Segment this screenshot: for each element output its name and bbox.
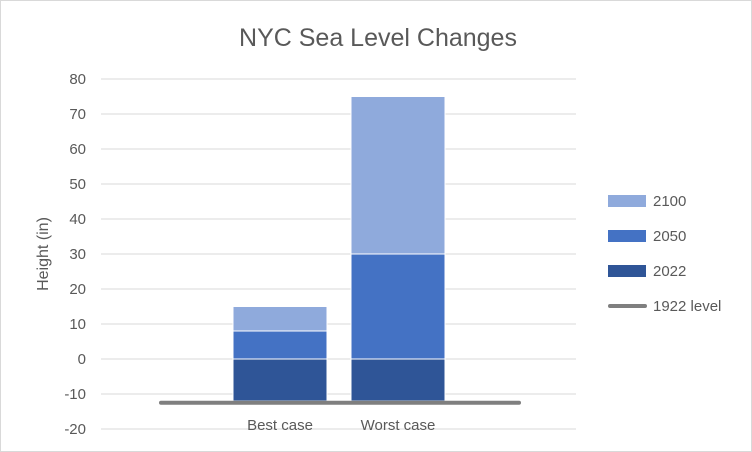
legend-swatch-2022: [608, 265, 646, 277]
legend-label-1922-level: 1922 level: [653, 298, 721, 315]
y-tick-label: 10: [69, 316, 86, 333]
bar-2100-worst-case: [350, 96, 446, 255]
legend-label-2100: 2100: [653, 193, 686, 210]
y-tick-label: 80: [69, 71, 86, 88]
legend-swatch-2100: [608, 195, 646, 207]
bar-2050-best-case: [232, 330, 328, 360]
gridlines: [101, 78, 576, 430]
y-tick-label: 50: [69, 176, 86, 193]
y-tick-label: 40: [69, 211, 86, 228]
x-tick-label: Worst case: [361, 417, 436, 434]
legend-label-2050: 2050: [653, 228, 686, 245]
y-tick-label: 70: [69, 106, 86, 123]
y-tick-labels: 80 70 60 50 40 30 20 10 0 -10 -20: [64, 71, 86, 438]
legend: 2100 2050 2022 1922 level: [608, 193, 721, 315]
bar-2100-best-case: [232, 306, 328, 332]
chart-title: NYC Sea Level Changes: [239, 24, 517, 52]
y-tick-label: 20: [69, 281, 86, 298]
y-tick-label: 30: [69, 246, 86, 263]
bars: [232, 96, 446, 402]
bar-2022-worst-case: [350, 358, 446, 402]
bar-2022-best-case: [232, 358, 328, 402]
legend-swatch-2050: [608, 230, 646, 242]
y-tick-label: 0: [78, 351, 86, 368]
y-tick-label: -20: [64, 421, 86, 438]
bar-2050-worst-case: [350, 253, 446, 360]
y-tick-label: 60: [69, 141, 86, 158]
x-tick-labels: Best case Worst case: [247, 417, 435, 434]
y-axis-title: Height (in): [35, 217, 52, 291]
legend-label-2022: 2022: [653, 263, 686, 280]
y-tick-label: -10: [64, 386, 86, 403]
x-tick-label: Best case: [247, 417, 313, 434]
